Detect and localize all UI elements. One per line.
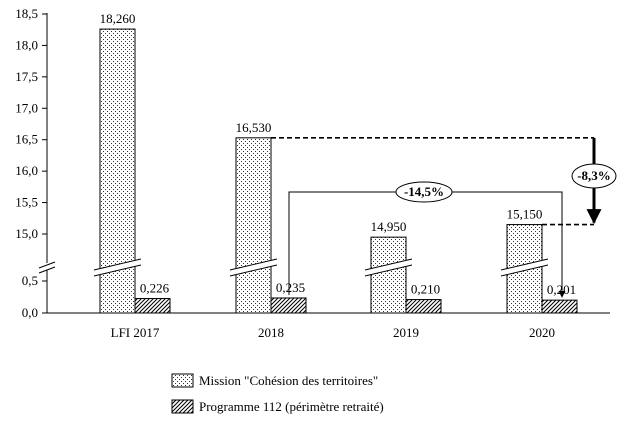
data-label: 14,950 — [371, 219, 407, 234]
bar-break-gap — [501, 259, 548, 276]
annotation-programme-label: -14,5% — [404, 184, 444, 199]
bar-break-line — [364, 264, 413, 277]
annotation-programme: -14,5% — [288, 181, 566, 298]
legend: Mission "Cohésion des territoires" Progra… — [171, 373, 384, 414]
axis-break-line — [38, 261, 56, 269]
axis-break-line — [38, 266, 56, 274]
data-labels: 18,2600,22616,5300,23514,9500,21015,1500… — [100, 11, 577, 297]
bar-break-line — [229, 264, 278, 277]
bar-programme-0 — [134, 298, 171, 314]
y-tick-label: 18,0 — [15, 37, 38, 52]
bar-programme-3 — [541, 299, 578, 314]
annotation-mission-label: -8,3% — [577, 168, 611, 183]
data-label: 16,530 — [236, 120, 272, 135]
x-tick-label: 2019 — [393, 325, 419, 340]
bar-break-line — [364, 258, 413, 271]
legend-label-mission: Mission "Cohésion des territoires" — [199, 373, 378, 388]
bar-programme-1 — [270, 297, 307, 314]
bar-break-gap — [94, 259, 141, 276]
data-label: 0,210 — [411, 282, 440, 297]
data-label: 0,226 — [140, 281, 170, 296]
data-label: 0,235 — [276, 280, 305, 295]
legend-swatch-programme — [171, 399, 194, 414]
y-tick-label: 17,0 — [15, 100, 38, 115]
legend-swatch-mission — [171, 373, 194, 388]
bar-break-gap — [365, 259, 412, 276]
y-tick-label: 18,5 — [15, 6, 38, 21]
bar-mission-2 — [370, 236, 407, 314]
bar-break-line — [229, 258, 278, 271]
data-label: 18,260 — [100, 11, 136, 26]
y-tick-label: 17,5 — [15, 69, 38, 84]
x-tick-label: 2018 — [258, 325, 284, 340]
y-tick-label: 16,0 — [15, 163, 38, 178]
bar-break-line — [500, 258, 549, 271]
data-label: 15,150 — [507, 207, 543, 222]
bar-break-line — [93, 264, 142, 277]
bar-programme-2 — [405, 299, 442, 314]
bar-break-line — [93, 258, 142, 271]
bars — [93, 28, 578, 314]
y-tick-label: 0,5 — [22, 273, 38, 288]
bar-break-gap — [230, 259, 277, 276]
legend-label-programme: Programme 112 (périmètre retraité) — [199, 399, 384, 414]
axis-break-gap — [39, 263, 55, 270]
y-tick-label: 15,5 — [15, 195, 38, 210]
y-tick-label: 15,0 — [15, 226, 38, 241]
y-tick-label: 16,5 — [15, 132, 38, 147]
annotation-mission: -8,3% — [271, 137, 617, 226]
x-tick-label: 2020 — [529, 325, 555, 340]
annotation-programme-bubble — [395, 181, 453, 203]
bar-break-line — [500, 264, 549, 277]
axis-break — [38, 261, 56, 274]
annotation-mission-bubble — [571, 163, 617, 189]
annotations: -14,5% -8,3% — [271, 137, 617, 298]
bar-mission-1 — [235, 137, 272, 314]
x-tick-label: LFI 2017 — [111, 325, 160, 340]
y-tick-label: 0,0 — [22, 305, 38, 320]
